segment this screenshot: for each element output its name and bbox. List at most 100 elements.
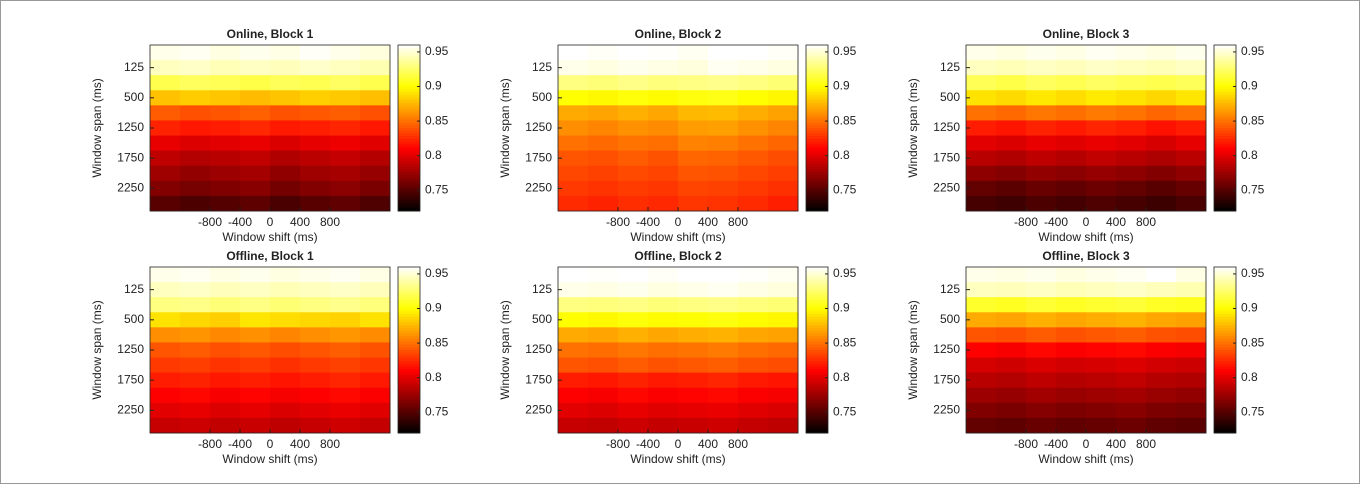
- heatmap-cell: [558, 105, 589, 121]
- heatmap-cell: [1026, 402, 1057, 419]
- colorbar-step: [806, 197, 828, 201]
- heatmap-cell: [1176, 327, 1207, 343]
- heatmap-cell: [180, 180, 211, 197]
- heatmap-cell: [768, 75, 799, 91]
- colorbar-tick-label: 0.95: [1241, 44, 1265, 58]
- colorbar-step: [806, 147, 828, 151]
- colorbar-step: [398, 194, 420, 198]
- colorbar-step: [398, 278, 420, 282]
- colorbar-step: [806, 269, 828, 274]
- heatmap-cell: [708, 282, 739, 298]
- heatmap-cell: [558, 357, 589, 374]
- colorbar-step: [806, 358, 828, 362]
- colorbar-step: [398, 133, 420, 137]
- colorbar-step: [398, 405, 420, 409]
- heatmap-cell: [180, 402, 211, 419]
- heatmap-cell: [1026, 267, 1057, 283]
- heatmap-cell: [966, 402, 997, 419]
- heatmap-cell: [150, 135, 181, 152]
- heatmap-cell: [738, 312, 769, 328]
- heatmap-cell: [330, 342, 361, 358]
- colorbar-tick-label: 0.8: [833, 370, 850, 384]
- heatmap-cell: [558, 297, 589, 313]
- colorbar-step: [1214, 64, 1236, 68]
- colorbar-step: [806, 372, 828, 376]
- heatmap-cell: [1086, 120, 1117, 136]
- colorbar-step: [398, 72, 420, 76]
- heatmap-cell: [150, 195, 181, 212]
- x-axis-label: Window shift (ms): [1038, 452, 1133, 466]
- heatmap-cell: [180, 327, 211, 343]
- heatmap-cell: [210, 387, 241, 404]
- heatmap-cell: [618, 402, 649, 419]
- heatmap-cell: [330, 297, 361, 313]
- heatmap-cell: [996, 195, 1027, 212]
- heatmap-cell: [330, 387, 361, 404]
- heatmap-cell: [270, 60, 301, 76]
- colorbar-tick-label: 0.95: [425, 44, 449, 58]
- heatmap-cell: [180, 45, 211, 61]
- heatmap-cell: [966, 195, 997, 212]
- colorbar-step: [398, 97, 420, 101]
- colorbar-step: [1214, 413, 1236, 417]
- heatmap-cell: [1026, 195, 1057, 212]
- heatmap-cell: [300, 312, 331, 328]
- colorbar-step: [398, 272, 420, 276]
- colorbar-step: [398, 391, 420, 395]
- colorbar-step: [806, 158, 828, 162]
- heatmap-cell: [210, 297, 241, 313]
- heatmap-cell: [648, 417, 679, 434]
- heatmap-cell: [300, 150, 331, 167]
- colorbar-step: [1214, 352, 1236, 357]
- heatmap-cell: [300, 372, 331, 389]
- heatmap-cell: [1176, 342, 1207, 358]
- colorbar-frame: [1213, 44, 1237, 212]
- colorbar-step: [1214, 424, 1236, 428]
- heatmap-cell: [708, 105, 739, 121]
- heatmap-cell: [768, 357, 799, 374]
- heatmap-cell: [768, 45, 799, 61]
- heatmap-cell: [618, 150, 649, 167]
- heatmap-cell: [150, 372, 181, 389]
- colorbar-step: [1214, 280, 1236, 285]
- heatmap-cell: [588, 267, 619, 283]
- colorbar-step: [806, 97, 828, 101]
- heatmap-cell: [240, 282, 271, 298]
- y-tick-label: 500: [124, 90, 144, 104]
- colorbar-step: [1214, 180, 1236, 184]
- x-tick-label: -800: [1014, 437, 1038, 451]
- heatmap-cell: [1116, 372, 1147, 389]
- colorbar-step: [806, 105, 828, 110]
- colorbar-step: [806, 347, 828, 351]
- colorbar-step: [1214, 363, 1236, 368]
- colorbar-step: [398, 325, 420, 329]
- heatmap-cell: [330, 45, 361, 61]
- colorbar-step: [1214, 186, 1236, 190]
- heatmap-cell: [618, 312, 649, 328]
- colorbar-step: [806, 163, 828, 168]
- heatmap-cell: [1146, 282, 1177, 298]
- heatmap-cell: [1086, 417, 1117, 434]
- colorbar-step: [398, 161, 420, 165]
- heatmap-cell: [618, 297, 649, 313]
- heatmap-cell: [150, 45, 181, 61]
- y-tick-label: 1750: [525, 150, 552, 164]
- heatmap-cell: [1146, 195, 1177, 212]
- colorbar-tick-label: 0.8: [1241, 148, 1258, 162]
- heatmap-cell: [1086, 297, 1117, 313]
- colorbar-tick-label: 0.8: [1241, 370, 1258, 384]
- heatmap-cell: [558, 150, 589, 167]
- heatmap-cell: [240, 195, 271, 212]
- colorbar-step: [806, 380, 828, 384]
- colorbar-step: [398, 424, 420, 428]
- colorbar-step: [806, 275, 828, 279]
- heatmap-cell: [210, 342, 241, 358]
- heatmap-cell: [996, 417, 1027, 434]
- heatmap-cell: [678, 402, 709, 419]
- heatmap-cell: [648, 60, 679, 76]
- colorbar-step: [398, 205, 420, 209]
- heatmap-cell: [1176, 357, 1207, 374]
- colorbar-step: [398, 319, 420, 323]
- heatmap-cell: [1056, 135, 1087, 152]
- heatmap-cell: [768, 195, 799, 212]
